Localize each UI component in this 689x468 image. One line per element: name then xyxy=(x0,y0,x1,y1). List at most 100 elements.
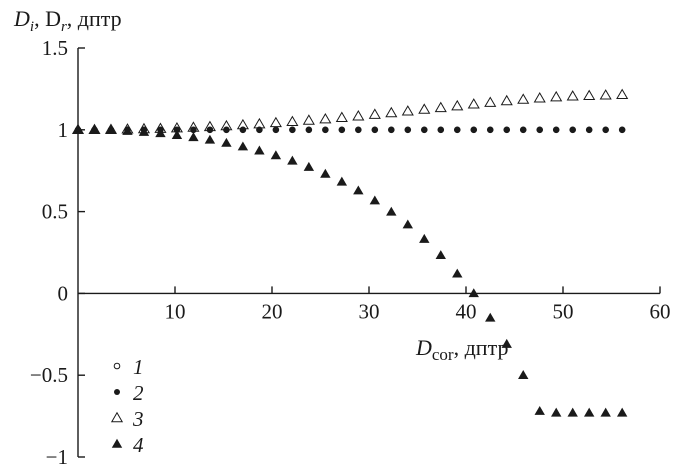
x-tick-label: 20 xyxy=(262,299,283,323)
series-4-point xyxy=(122,125,133,135)
y-tick-label: 0 xyxy=(58,281,69,305)
x-tick-label: 50 xyxy=(553,299,574,323)
series-2-point xyxy=(289,126,296,133)
series-4-point xyxy=(452,268,463,278)
series-4-point xyxy=(551,407,562,417)
series-2-point xyxy=(569,126,576,133)
series-2-point xyxy=(454,126,461,133)
series-4-point xyxy=(485,312,496,322)
series-3-point xyxy=(583,89,596,101)
x-tick-label: 40 xyxy=(456,299,477,323)
legend-entry: 4 xyxy=(111,433,144,457)
series-3-point xyxy=(616,88,629,100)
series-4-point xyxy=(270,150,282,160)
series-2-point xyxy=(503,126,510,133)
series-4-point xyxy=(600,407,611,417)
y-tick-label: 1 xyxy=(58,118,69,142)
y-tick-label: −0.5 xyxy=(30,363,68,387)
series-2-point xyxy=(602,126,609,133)
series-4-point xyxy=(237,141,249,151)
legend-marker xyxy=(113,362,121,370)
x-title-main: D xyxy=(415,335,432,360)
series-3-point xyxy=(335,111,348,122)
series-3-point xyxy=(434,101,447,113)
series-3-point xyxy=(451,99,464,111)
legend-entry: 3 xyxy=(110,407,144,431)
series-3-point xyxy=(484,96,497,107)
legend-marker xyxy=(114,389,120,395)
series-2-point xyxy=(437,126,444,133)
series-2-point xyxy=(223,126,230,133)
series-3-point xyxy=(286,115,299,127)
series-4-point xyxy=(336,176,348,186)
series-4-point xyxy=(518,370,529,379)
series-2-point xyxy=(239,126,246,133)
series-3-point xyxy=(550,90,563,102)
series-2-point xyxy=(553,126,560,133)
series-3-point xyxy=(500,94,513,106)
series-3-point xyxy=(401,105,414,116)
series-2-point xyxy=(371,126,378,133)
series-4-point xyxy=(583,407,595,417)
legend-label: 2 xyxy=(133,381,144,405)
series-2-point xyxy=(520,126,527,133)
y-tick-label: 0.5 xyxy=(42,200,68,224)
legend-label: 1 xyxy=(133,355,144,379)
series-4-point xyxy=(386,206,397,216)
series-4-point xyxy=(89,124,100,134)
axes: 1.5 1 0.5 0 −0.5 −1 10 20 30 40 50 60 xyxy=(30,36,671,468)
series-2-point xyxy=(322,126,329,133)
series-2-point xyxy=(586,126,593,133)
series-2-point xyxy=(206,126,213,133)
series-4-point xyxy=(105,125,117,135)
series-3-point xyxy=(385,106,398,118)
series-2-point xyxy=(470,126,477,133)
series-2-point xyxy=(305,126,312,133)
legend-label: 4 xyxy=(133,433,144,457)
series-3-point xyxy=(467,98,480,109)
series-2-point xyxy=(338,126,345,133)
series-4-point xyxy=(435,250,446,260)
y-tick-label: −1 xyxy=(46,445,68,468)
y-title-main: D xyxy=(13,6,30,31)
series-2-point xyxy=(421,126,428,133)
series-4-point xyxy=(320,168,331,178)
legend-marker xyxy=(111,438,123,448)
y-tick-label: 1.5 xyxy=(42,36,68,60)
series-2-point xyxy=(190,126,197,133)
series-2-point xyxy=(619,126,626,133)
series-4-point xyxy=(72,124,84,134)
series-2-point xyxy=(388,126,395,133)
series-4-point xyxy=(254,145,265,155)
series-4-point xyxy=(204,134,216,144)
y-title-sub1: i xyxy=(30,19,34,35)
series-2-point xyxy=(487,126,494,133)
data-marks xyxy=(71,88,629,417)
series-4 xyxy=(72,124,628,417)
series-4-point xyxy=(501,338,512,348)
series-4-point xyxy=(155,128,166,138)
series-3-point xyxy=(269,116,282,128)
series-4-point xyxy=(402,219,413,229)
series-4-point xyxy=(616,407,628,417)
series-2-point xyxy=(173,126,180,133)
x-axis-title: Dcor, дптр xyxy=(415,335,508,364)
series-4-point xyxy=(567,407,578,417)
series-4-point xyxy=(287,155,298,165)
legend-marker xyxy=(110,411,124,423)
series-2-point xyxy=(536,126,543,133)
y-axis-title: Di, Dr, дптр xyxy=(13,6,122,35)
series-3-point xyxy=(352,110,365,121)
legend-entry: 1 xyxy=(113,355,144,379)
series-3 xyxy=(71,88,629,135)
series-3-point xyxy=(599,89,612,100)
series-4-point xyxy=(369,195,381,205)
series-3-point xyxy=(368,108,381,119)
series-4-point xyxy=(419,233,430,243)
x-title-sub: cor xyxy=(432,345,454,364)
series-2-point xyxy=(404,126,411,133)
series-4-point xyxy=(171,129,183,139)
series-2-point xyxy=(272,126,279,133)
